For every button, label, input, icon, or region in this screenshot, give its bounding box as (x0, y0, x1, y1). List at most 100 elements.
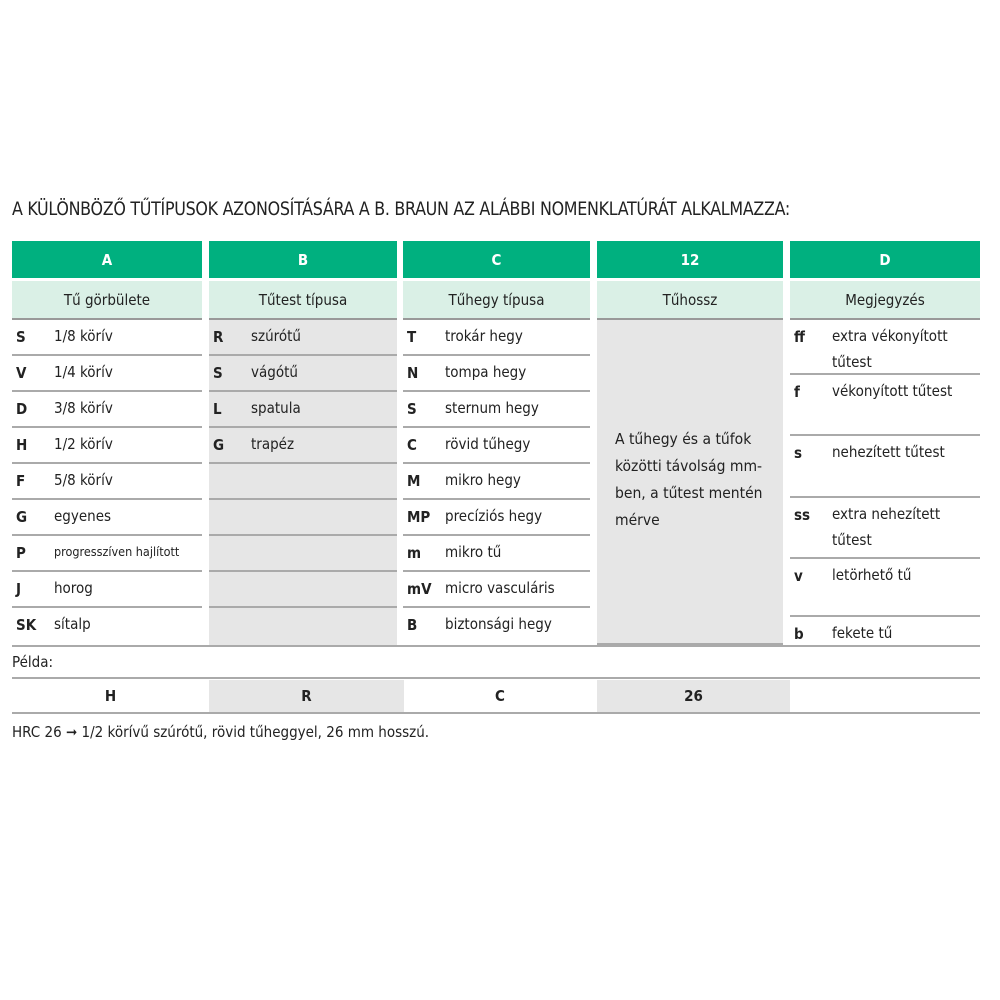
item-code: G (213, 436, 225, 454)
item-code: S (407, 400, 417, 418)
item-code: b (794, 625, 804, 643)
item-code: S (16, 328, 26, 346)
item-code: SK (16, 616, 37, 634)
item-description: fekete tű (832, 624, 893, 642)
item-description: mikro hegy (445, 471, 521, 489)
table-row: H 1/2 körív (12, 428, 202, 464)
item-description: 1/2 körív (54, 435, 113, 453)
table-row: s nehezített tűtest (790, 436, 980, 498)
item-description: vékonyított tűtest (832, 382, 953, 400)
column-code-header: C (403, 241, 590, 278)
column-body: A tűhegy és a tűfok közötti távolság mm-… (597, 320, 783, 645)
item-code: P (16, 544, 26, 562)
table-row: F 5/8 körív (12, 464, 202, 500)
item-code: S (213, 364, 223, 382)
item-description: horog (54, 579, 93, 597)
column-subheader: Tűhossz (597, 281, 783, 320)
item-code: D (16, 400, 28, 418)
item-description: 1/8 körív (54, 327, 113, 345)
item-code: B (407, 616, 418, 634)
table-row (597, 320, 783, 645)
page-title: A KÜLÖNBÖZŐ TŰTÍPUSOK AZONOSÍTÁSÁRA A B.… (12, 198, 790, 220)
column-12: 12 Tűhossz A tűhegy és a tűfok közötti táv… (597, 241, 783, 645)
item-description: trapéz (251, 435, 295, 453)
example-cell: R (209, 680, 404, 712)
item-code: f (794, 383, 800, 401)
item-code: C (407, 436, 417, 454)
table-row (209, 608, 397, 645)
item-description: tompa hegy (445, 363, 527, 381)
item-code: MP (407, 508, 431, 526)
item-description: letörhető tű (832, 566, 912, 584)
item-description: szúrótű (251, 327, 301, 345)
item-description: rövid tűhegy (445, 435, 531, 453)
example-label: Példa: (12, 653, 54, 671)
item-code: F (16, 472, 26, 490)
item-description: micro vasculáris (445, 579, 555, 597)
item-code: v (794, 567, 803, 585)
item-code: m (407, 544, 422, 562)
item-description: extra vékonyított tűtest (832, 327, 948, 371)
item-code: ss (794, 506, 811, 524)
item-description: egyenes (54, 507, 112, 525)
item-code: J (16, 580, 22, 598)
table-row: SK sítalp (12, 608, 202, 645)
item-description: nehezített tűtest (832, 443, 945, 461)
column-code-header: A (12, 241, 202, 278)
table-row (209, 464, 397, 500)
example-cell: 26 (597, 680, 790, 712)
column-subheader: Megjegyzés (790, 281, 980, 320)
item-description: vágótű (251, 363, 298, 381)
table-row: S 1/8 körív (12, 320, 202, 356)
divider (12, 645, 980, 647)
item-code: V (16, 364, 27, 382)
item-code: H (16, 436, 28, 454)
item-description: 1/4 körív (54, 363, 113, 381)
table-row: m mikro tű (403, 536, 590, 572)
item-code: ff (794, 328, 805, 346)
table-row (209, 500, 397, 536)
divider (12, 712, 980, 714)
item-code: M (407, 472, 421, 490)
item-description: extra nehezített tűtest (832, 505, 941, 549)
table-row: mV micro vasculáris (403, 572, 590, 608)
example-cell: C (495, 687, 505, 705)
divider (12, 677, 980, 679)
column-body: ff extra vékonyított tűtest f vékonyított t… (790, 320, 980, 645)
table-row: MP precíziós hegy (403, 500, 590, 536)
item-description: precíziós hegy (445, 507, 543, 525)
column-subheader: Tűtest típusa (209, 281, 397, 320)
table-row: v letörhető tű (790, 559, 980, 617)
example-cell: H (104, 687, 117, 705)
item-description: sternum hegy (445, 399, 539, 417)
item-code: T (407, 328, 417, 346)
example-explanation: HRC 26 ➞ 1/2 körívű szúrótű, rövid tűheg… (12, 723, 430, 741)
item-description: trokár hegy (445, 327, 523, 345)
item-description: 5/8 körív (54, 471, 113, 489)
item-description: mikro tű (445, 543, 502, 561)
table-row: b fekete tű (790, 617, 980, 645)
item-code: G (16, 508, 28, 526)
column-d: D Megjegyzés ff extra vékonyított tűtest f vé… (790, 241, 980, 645)
table-row: ss extra nehezített tűtest (790, 498, 980, 559)
item-code: L (213, 400, 222, 418)
item-code: N (407, 364, 419, 382)
example-cell (790, 680, 980, 712)
column-code-header: B (209, 241, 397, 278)
table-row: ff extra vékonyított tűtest (790, 320, 980, 375)
table-row (209, 572, 397, 608)
